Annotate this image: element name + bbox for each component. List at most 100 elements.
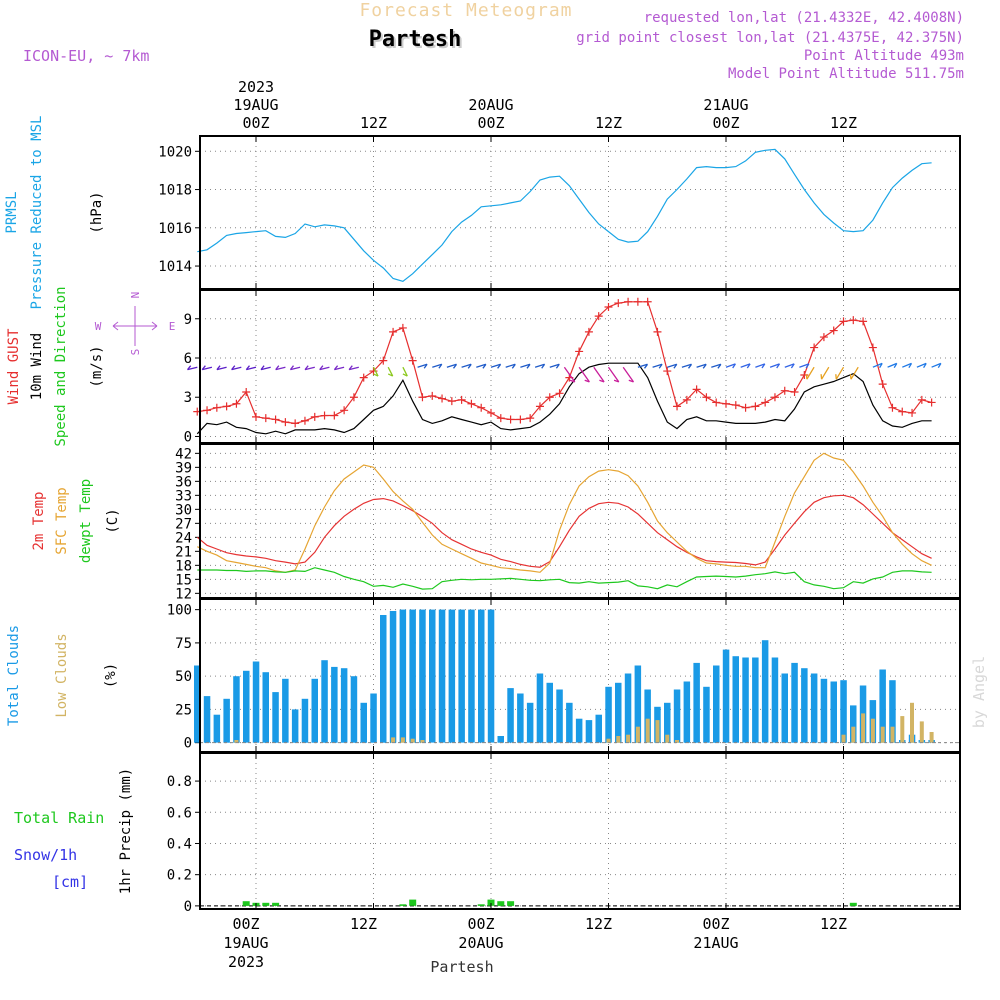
wind-arrow-head bbox=[402, 373, 408, 377]
rain-bar-7 bbox=[487, 899, 495, 906]
low-cloud-bar-23 bbox=[420, 740, 425, 743]
gust-point-57 bbox=[751, 402, 760, 411]
low-cloud-bar-20 bbox=[391, 737, 396, 743]
wind-arrow-shaft bbox=[446, 363, 457, 368]
gust-point-51 bbox=[692, 385, 701, 394]
gust-point-63 bbox=[810, 343, 819, 352]
ytick-label-pressure-3: 1020 bbox=[158, 144, 192, 160]
gust-point-75 bbox=[927, 398, 936, 407]
gust-point-2 bbox=[212, 403, 221, 412]
total-cloud-bar-9 bbox=[282, 678, 289, 743]
total-cloud-bar-64 bbox=[820, 678, 828, 743]
wind-arrow-head bbox=[805, 374, 808, 380]
total-cloud-bar-34 bbox=[526, 702, 534, 743]
ylabel-clouds-0: Total Clouds bbox=[6, 625, 22, 726]
gust-point-6 bbox=[252, 412, 260, 421]
rain-bar-10 bbox=[849, 902, 857, 906]
total-cloud-bar-21 bbox=[399, 609, 407, 743]
ytick-label-temperature-1: 15 bbox=[175, 572, 192, 588]
gust-point-70 bbox=[878, 380, 887, 389]
wind-arrow-head bbox=[790, 363, 795, 369]
wind-arrow-head bbox=[746, 363, 751, 369]
low-cloud-bar-47 bbox=[655, 720, 660, 743]
wind-arrow-shaft bbox=[696, 363, 707, 368]
wind-arrow-head bbox=[186, 365, 192, 371]
gust-point-29 bbox=[477, 403, 486, 412]
gust-point-12 bbox=[310, 412, 319, 421]
total-cloud-bar-37 bbox=[556, 689, 563, 743]
time-label-top-5-0: 12Z bbox=[830, 114, 857, 132]
total-cloud-bar-57 bbox=[752, 657, 759, 743]
gust-point-41 bbox=[594, 312, 603, 321]
wind-arrow-shaft bbox=[402, 366, 408, 377]
total-cloud-bar-18 bbox=[370, 693, 377, 743]
low-cloud-bar-67 bbox=[851, 726, 856, 743]
time-label-bottom-1-0: 12Z bbox=[350, 915, 377, 933]
panel-wind: 0 3 6 9 Wind GUST 10m Wind Speed and Direction… bbox=[6, 286, 961, 447]
compass-south: S bbox=[129, 349, 142, 356]
gust-point-47 bbox=[653, 327, 662, 336]
wind-arrow-head bbox=[555, 363, 560, 369]
gust-point-73 bbox=[908, 408, 917, 417]
precip-legend-2: [cm] bbox=[52, 873, 88, 891]
wind-arrow-shaft bbox=[348, 366, 359, 371]
wind-arrow-head bbox=[732, 363, 736, 369]
wind-arrow-shaft bbox=[667, 363, 677, 368]
ylabel-pressure-2: (hPa) bbox=[89, 191, 105, 233]
time-label-top-3-0: 12Z bbox=[595, 114, 622, 132]
total-cloud-bar-6 bbox=[252, 661, 260, 743]
low-cloud-bar-42 bbox=[606, 738, 611, 743]
ytick-label-temperature-6: 30 bbox=[175, 502, 192, 518]
total-cloud-bar-7 bbox=[262, 672, 269, 743]
gust-point-17 bbox=[359, 373, 368, 382]
wind-arrow-shaft bbox=[799, 363, 810, 368]
gust-point-61 bbox=[790, 388, 799, 396]
wind-arrow-head bbox=[805, 363, 810, 369]
ylabel-temperature-2: dewpt Temp bbox=[78, 479, 94, 563]
total-cloud-bar-15 bbox=[340, 668, 348, 743]
gust-point-46 bbox=[643, 297, 652, 306]
wind-arrow-shaft bbox=[216, 366, 227, 371]
wind-arrow-shaft bbox=[835, 366, 845, 380]
ytick-label-temperature-9: 39 bbox=[175, 460, 192, 476]
low-cloud-bar-75 bbox=[929, 732, 934, 743]
wind-arrow-head bbox=[275, 365, 280, 371]
gust-point-23 bbox=[418, 393, 427, 402]
total-cloud-bar-42 bbox=[605, 686, 612, 743]
ytick-label-pressure-1: 1016 bbox=[158, 221, 192, 237]
gust-point-14 bbox=[330, 411, 339, 420]
rain-bar-5 bbox=[409, 899, 417, 906]
wind-arrow-shaft bbox=[304, 366, 315, 371]
wind-arrow-shaft bbox=[187, 366, 198, 371]
total-cloud-bar-31 bbox=[497, 736, 504, 743]
ytick-label-temperature-2: 18 bbox=[175, 558, 192, 574]
time-label-top-0-1: 19AUG bbox=[233, 96, 278, 114]
gust-point-42 bbox=[604, 303, 613, 311]
ylabel-pressure-0: PRMSL bbox=[4, 191, 20, 233]
gust-point-68 bbox=[859, 317, 868, 326]
wind-direction-arrows bbox=[186, 362, 942, 383]
gust-point-36 bbox=[545, 393, 554, 402]
footer-location: Partesh bbox=[430, 958, 493, 976]
wind-arrow-head bbox=[387, 373, 393, 377]
time-label-bottom-5-0: 12Z bbox=[820, 915, 847, 933]
location-title-shadow: Partesh bbox=[371, 29, 464, 54]
total-cloud-bar-0 bbox=[194, 665, 201, 743]
wind-arrow-shaft bbox=[769, 363, 780, 368]
ytick-label-wind-3: 9 bbox=[184, 312, 192, 328]
wind-arrow-shaft bbox=[607, 366, 620, 383]
wind-arrow-head bbox=[541, 363, 546, 369]
gust-point-37 bbox=[555, 389, 564, 398]
wind-arrow-shaft bbox=[872, 362, 883, 368]
low-cloud-bar-66 bbox=[841, 734, 846, 743]
rain-bar-9 bbox=[507, 901, 515, 906]
wind-arrow-head bbox=[348, 365, 353, 371]
wind-arrow-shaft bbox=[319, 366, 330, 371]
low-cloud-bar-45 bbox=[635, 726, 640, 743]
time-label-top-0-0: 2023 bbox=[238, 78, 274, 96]
total-cloud-bar-35 bbox=[536, 673, 544, 743]
low-cloud-bar-48 bbox=[665, 734, 670, 743]
total-cloud-bar-58 bbox=[761, 640, 769, 743]
ytick-label-precip-1: 0.2 bbox=[167, 868, 192, 884]
